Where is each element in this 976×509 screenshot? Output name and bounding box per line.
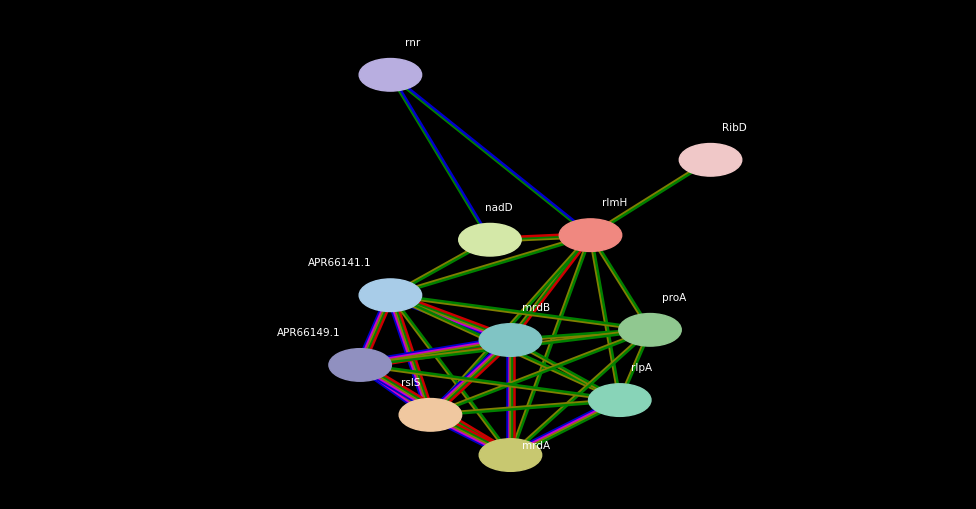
Circle shape bbox=[359, 279, 422, 312]
Circle shape bbox=[399, 399, 462, 431]
Circle shape bbox=[559, 219, 622, 251]
Text: rsIS: rsIS bbox=[401, 378, 421, 388]
Text: mrdA: mrdA bbox=[522, 441, 550, 451]
Text: proA: proA bbox=[662, 293, 686, 303]
Text: nadD: nadD bbox=[485, 203, 512, 213]
Circle shape bbox=[329, 349, 391, 381]
Circle shape bbox=[619, 314, 681, 346]
Text: RibD: RibD bbox=[722, 123, 747, 133]
Text: APR66141.1: APR66141.1 bbox=[307, 258, 371, 268]
Circle shape bbox=[479, 439, 542, 471]
Text: rlmH: rlmH bbox=[602, 198, 628, 208]
Text: mrdB: mrdB bbox=[522, 303, 550, 313]
Circle shape bbox=[459, 223, 521, 256]
Text: APR66149.1: APR66149.1 bbox=[277, 328, 341, 338]
Circle shape bbox=[479, 324, 542, 356]
Circle shape bbox=[359, 59, 422, 91]
Text: rlpA: rlpA bbox=[631, 363, 653, 373]
Circle shape bbox=[589, 384, 651, 416]
Circle shape bbox=[679, 144, 742, 176]
Text: rnr: rnr bbox=[405, 38, 421, 48]
